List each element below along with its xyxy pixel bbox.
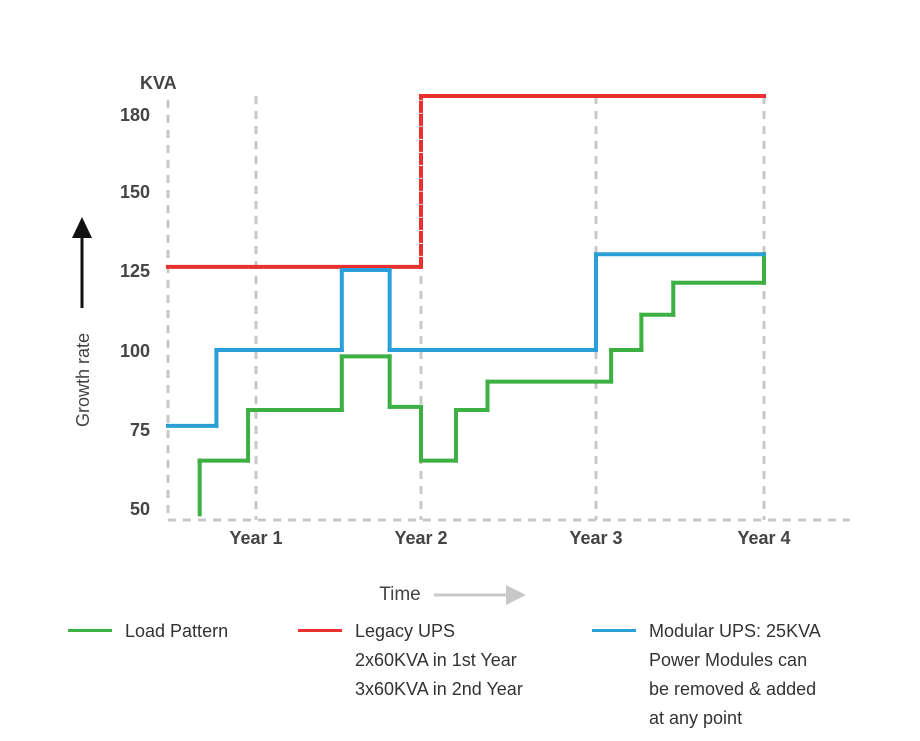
- legend-text: 3x60KVA in 2nd Year: [355, 679, 523, 699]
- y-unit-label: KVA: [140, 73, 177, 93]
- legend-text: be removed & added: [649, 679, 817, 699]
- y-arrow-head-icon: [72, 217, 92, 238]
- legend-swatch-legacy: [298, 629, 342, 632]
- legend-text: Power Modules can: [649, 650, 808, 670]
- legend-swatch-modular: [592, 629, 636, 632]
- legend-modular: Modular UPS: 25KVA Power Modules can be …: [649, 617, 821, 733]
- y-tick-label: 180: [120, 105, 150, 125]
- x-tick-label: Year 2: [394, 528, 447, 548]
- y-tick-label: 50: [130, 499, 150, 519]
- legend-text: Modular UPS: 25KVA: [649, 621, 821, 641]
- y-axis-label: Growth rate: [73, 333, 93, 427]
- legend-load: Load Pattern: [125, 617, 228, 646]
- legend-text: Load Pattern: [125, 621, 229, 641]
- legend-swatch-load: [68, 629, 112, 632]
- legend-legacy: Legacy UPS 2x60KVA in 1st Year 3x60KVA i…: [355, 617, 523, 704]
- y-tick-label: 125: [120, 261, 150, 281]
- x-tick-label: Year 1: [229, 528, 282, 548]
- x-arrow-head-icon: [506, 585, 526, 605]
- y-tick-label: 100: [120, 341, 150, 361]
- legend-text: at any point: [649, 708, 743, 728]
- x-tick-label: Year 3: [569, 528, 622, 548]
- legend-text: 2x60KVA in 1st Year: [355, 650, 517, 670]
- y-tick-label: 150: [120, 182, 150, 202]
- x-tick-label: Year 4: [737, 528, 790, 548]
- y-tick-label: 75: [130, 420, 150, 440]
- x-axis-label: Time: [379, 584, 421, 605]
- legend-text: Legacy UPS: [355, 621, 456, 641]
